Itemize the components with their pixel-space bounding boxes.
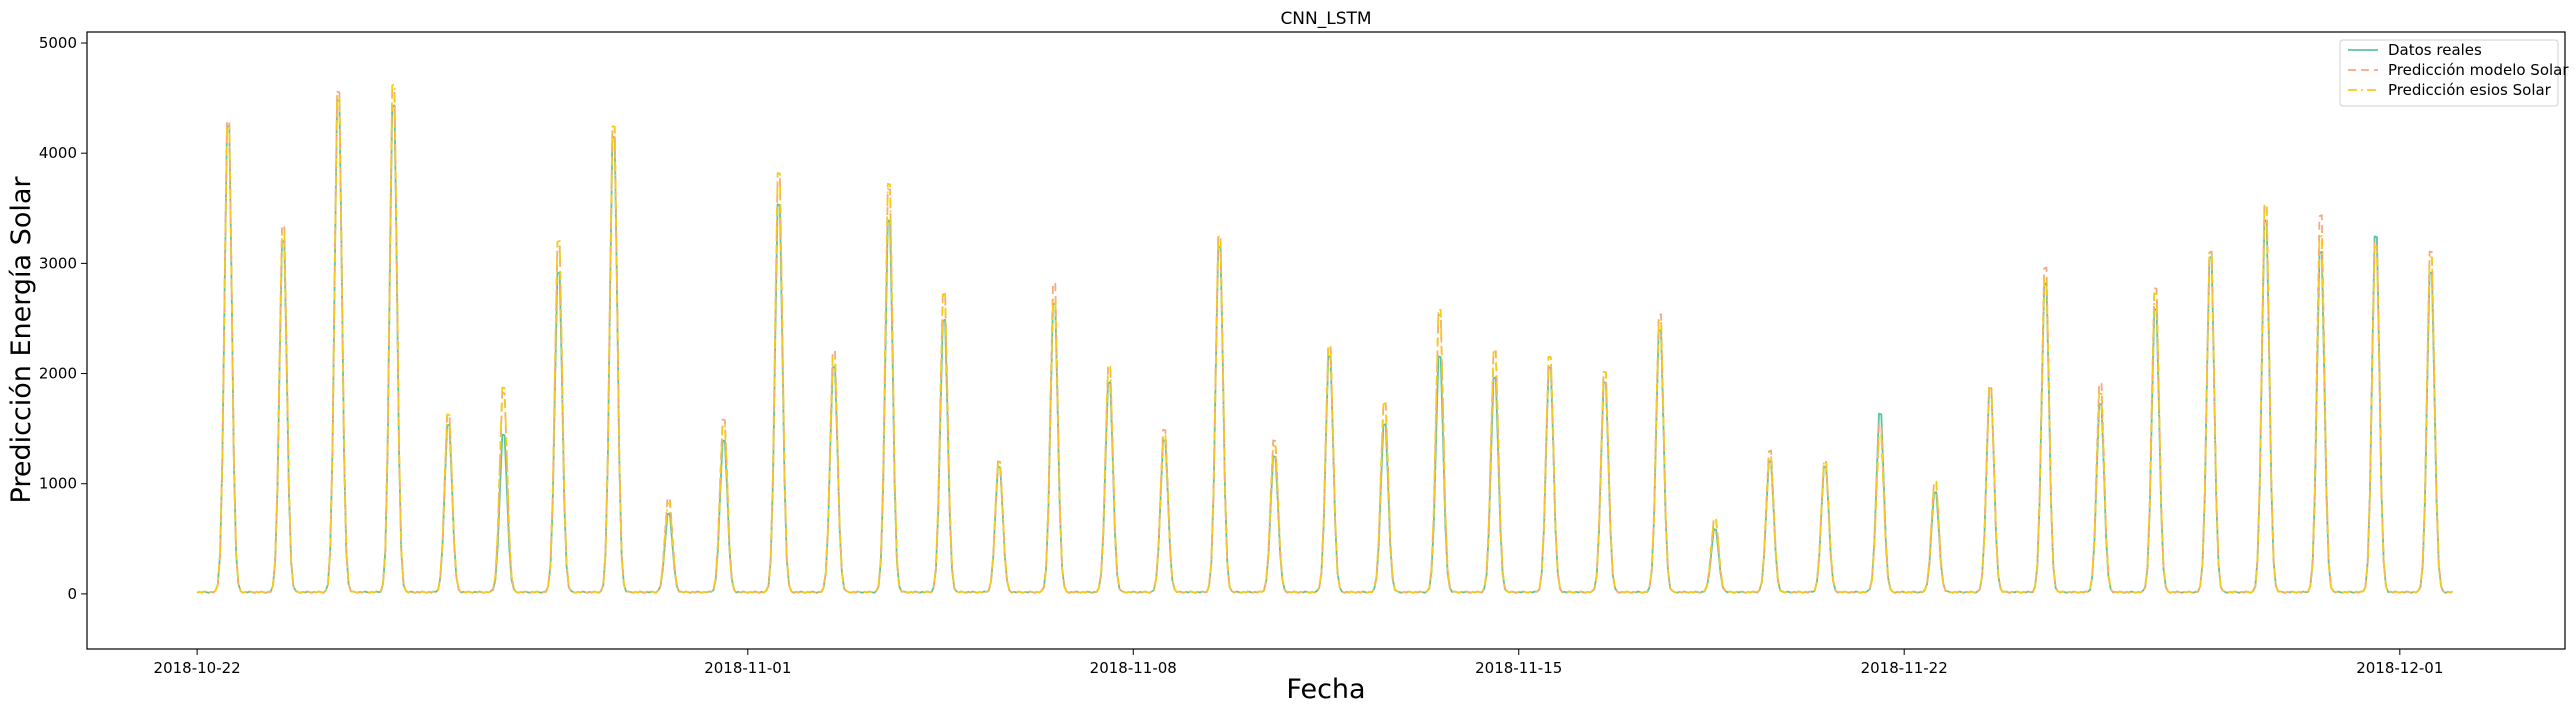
legend-entry-1: Datos reales (2388, 41, 2482, 59)
y-tick-label: 4000 (39, 144, 77, 162)
series-layer (196, 83, 2453, 594)
x-tick-label: 2018-11-22 (1861, 659, 1948, 677)
x-tick-label: 2018-11-15 (1475, 659, 1562, 677)
series-line-3 (196, 83, 2453, 594)
series-line-2 (196, 88, 2453, 594)
x-tick-label: 2018-10-22 (154, 659, 241, 677)
y-tick-label: 1000 (39, 475, 77, 493)
legend: Datos reales Predicción modelo Solar Predi… (2339, 39, 2569, 107)
x-tick-label: 2018-12-01 (2356, 659, 2443, 677)
y-axis-ticks: 0 1000 2000 3000 4000 5000 (39, 34, 87, 603)
x-axis-label: Fecha (1286, 674, 1365, 705)
chart-title: CNN_LSTM (1280, 9, 1371, 29)
y-tick-label: 2000 (39, 365, 77, 383)
legend-entry-3: Predicción esios Solar (2388, 81, 2552, 99)
legend-box (2339, 39, 2559, 107)
series-line-1 (196, 99, 2453, 594)
x-tick-label: 2018-11-08 (1090, 659, 1177, 677)
y-axis-label: Predicción Energía Solar (6, 176, 37, 504)
y-tick-label: 3000 (39, 254, 77, 272)
y-tick-label: 0 (67, 585, 77, 603)
legend-entry-2: Predicción modelo Solar (2388, 61, 2569, 79)
x-axis-ticks: 2018-10-22 2018-11-01 2018-11-08 2018-11-15… (154, 649, 2443, 677)
x-tick-label: 2018-11-01 (704, 659, 791, 677)
y-tick-label: 5000 (39, 34, 77, 52)
plot-frame (86, 31, 2566, 650)
